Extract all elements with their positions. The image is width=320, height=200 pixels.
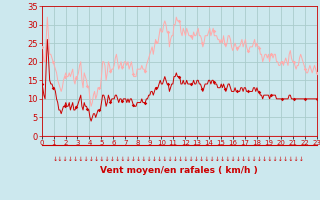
X-axis label: Vent moyen/en rafales ( km/h ): Vent moyen/en rafales ( km/h ) bbox=[100, 166, 258, 175]
Text: ↓↓↓↓↓↓↓↓↓↓↓↓↓↓↓↓↓↓↓↓↓↓↓↓↓↓↓↓↓↓↓↓↓↓↓↓↓↓↓↓↓↓↓↓↓↓↓↓: ↓↓↓↓↓↓↓↓↓↓↓↓↓↓↓↓↓↓↓↓↓↓↓↓↓↓↓↓↓↓↓↓↓↓↓↓↓↓↓↓… bbox=[53, 157, 305, 162]
